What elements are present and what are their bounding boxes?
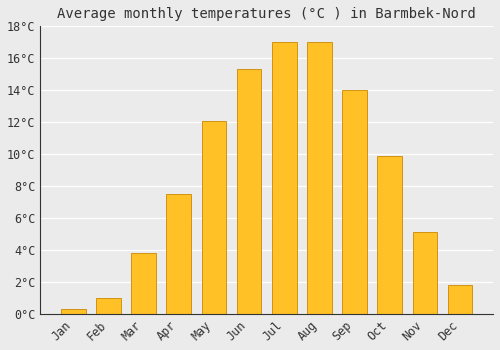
Bar [272,42,296,314]
Bar [378,156,402,314]
Bar [96,298,120,314]
Bar [166,194,191,314]
Bar [307,42,332,314]
Bar [131,253,156,314]
Bar [202,120,226,314]
Bar [237,69,262,314]
Bar [412,232,438,314]
Bar [342,90,367,314]
Bar [61,309,86,314]
Title: Average monthly temperatures (°C ) in Barmbek-Nord: Average monthly temperatures (°C ) in Ba… [58,7,476,21]
Bar [448,285,472,314]
